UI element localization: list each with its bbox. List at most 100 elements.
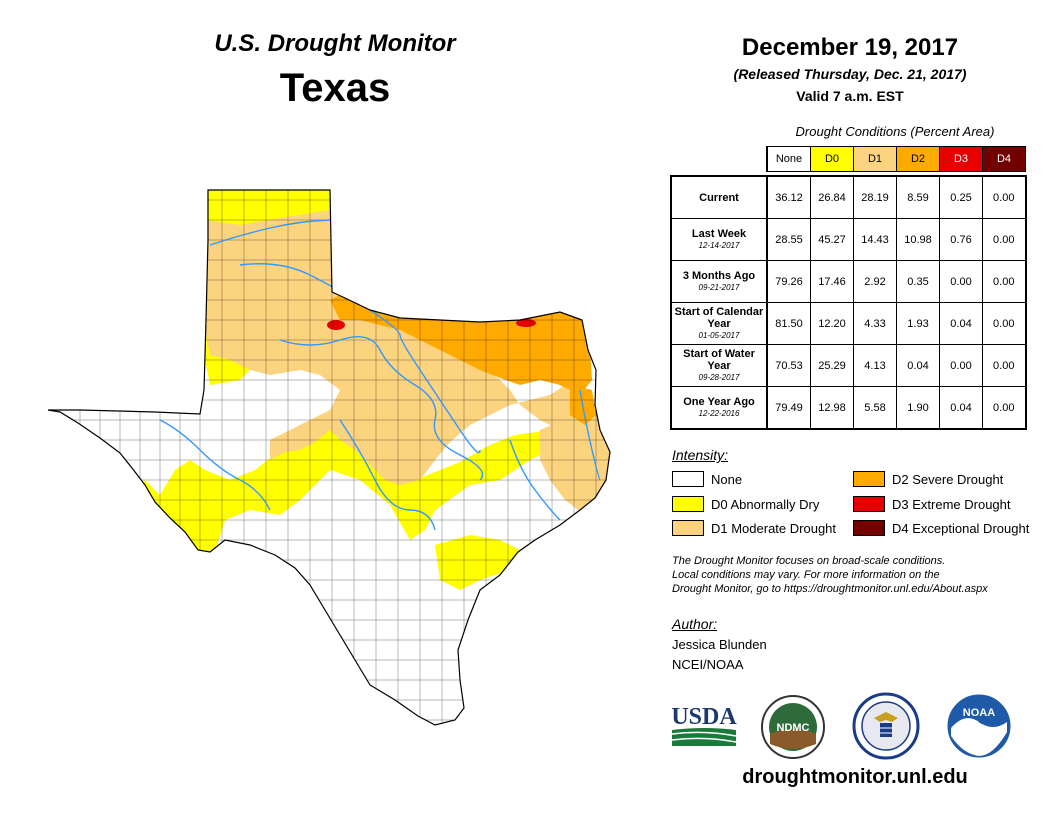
cell-d1: 2.92: [853, 260, 897, 303]
map-date: December 19, 2017: [741, 34, 959, 61]
col-d1: D1: [853, 146, 897, 172]
d0-swatch: [672, 496, 704, 512]
monitor-title: U.S. Drought Monitor: [214, 30, 456, 57]
d4-swatch: [853, 520, 885, 536]
table-row: One Year Ago 12-22-2016 79.49 12.98 5.58 …: [670, 386, 1027, 430]
cell-d3: 0.76: [939, 218, 983, 261]
intensity-label: Intensity:: [672, 447, 729, 463]
cell-d4: 0.00: [982, 175, 1027, 219]
author-org: NCEI/NOAA: [672, 657, 744, 672]
disclaimer-line: The Drought Monitor focuses on broad-sca…: [672, 555, 946, 567]
cell-d0: 12.20: [810, 302, 854, 345]
cell-d0: 25.29: [810, 344, 854, 387]
release-date: (Released Thursday, Dec. 21, 2017): [733, 66, 967, 82]
noaa-logo-text: NOAA: [963, 707, 995, 719]
cell-d0: 17.46: [810, 260, 854, 303]
legend-item-d0: D0 Abnormally Dry: [672, 496, 819, 512]
cell-d2: 1.93: [896, 302, 940, 345]
table-row: Current 36.12 26.84 28.19 8.59 0.25 0.00: [670, 175, 1027, 219]
d2-swatch: [853, 471, 885, 487]
col-d3: D3: [939, 146, 983, 172]
commerce-seal-logo: [852, 692, 920, 760]
cell-d4: 0.00: [982, 260, 1027, 303]
cell-d1: 4.33: [853, 302, 897, 345]
drought-conditions-table: None D0 D1 D2 D3 D4 Current 36.12 26.84 …: [670, 146, 1027, 430]
cell-d3: 0.04: [939, 386, 983, 430]
d0-region-coastal-bend: [435, 535, 520, 590]
texas-drought-map: [47, 189, 611, 726]
cell-d1: 5.58: [853, 386, 897, 430]
d3-spot-west: [327, 320, 345, 330]
legend-label: None: [711, 471, 743, 487]
table-caption: Drought Conditions (Percent Area): [795, 124, 995, 139]
legend-label: D3 Extreme Drought: [892, 496, 1011, 512]
legend-label: D0 Abnormally Dry: [711, 496, 820, 512]
col-d4: D4: [982, 146, 1026, 172]
row-label: Start of Water Year 09-28-2017: [670, 344, 768, 387]
row-label: Current: [670, 175, 768, 219]
cell-d2: 1.90: [896, 386, 940, 430]
cell-none: 70.53: [766, 344, 811, 387]
disclaimer-text: The Drought Monitor focuses on broad-sca…: [672, 554, 1052, 596]
cell-d4: 0.00: [982, 302, 1027, 345]
cell-d1: 4.13: [853, 344, 897, 387]
col-d2: D2: [896, 146, 940, 172]
cell-d2: 10.98: [896, 218, 940, 261]
cell-d3: 0.00: [939, 260, 983, 303]
table-row: Start of Calendar Year 01-05-2017 81.50 1…: [670, 302, 1027, 345]
d3-spot-northeast: [516, 319, 536, 327]
author-label: Author:: [672, 616, 718, 632]
cell-none: 28.55: [766, 218, 811, 261]
cell-d2: 0.04: [896, 344, 940, 387]
usda-logo: USDA: [671, 704, 737, 746]
col-none: None: [766, 146, 811, 172]
state-title: Texas: [279, 66, 391, 110]
rivers: [159, 219, 601, 531]
legend-item-d1: D1 Moderate Drought: [672, 520, 836, 536]
ndmc-logo-text: NDMC: [777, 722, 810, 734]
cell-d0: 12.98: [810, 386, 854, 430]
legend-label: D1 Moderate Drought: [711, 520, 837, 536]
noaa-bird-icon: [978, 721, 1002, 727]
cell-d4: 0.00: [982, 344, 1027, 387]
cell-d3: 0.00: [939, 344, 983, 387]
none-swatch: [672, 471, 704, 487]
d1-region-north-central: [205, 210, 610, 498]
valid-time: Valid 7 a.m. EST: [796, 88, 904, 104]
col-d0: D0: [810, 146, 854, 172]
legend-item-none: None: [672, 471, 742, 487]
table-row: 3 Months Ago 09-21-2017 79.26 17.46 2.92 …: [670, 260, 1027, 303]
cell-d1: 14.43: [853, 218, 897, 261]
d3-swatch: [853, 496, 885, 512]
cell-d0: 26.84: [810, 175, 854, 219]
table-row: Last Week 12-14-2017 28.55 45.27 14.43 10…: [670, 218, 1027, 261]
cell-none: 79.26: [766, 260, 811, 303]
row-label: One Year Ago 12-22-2016: [670, 386, 768, 430]
legend-label: D2 Severe Drought: [892, 471, 1004, 487]
site-url[interactable]: droughtmonitor.unl.edu: [742, 766, 968, 788]
cell-d4: 0.00: [982, 386, 1027, 430]
legend-item-d4: D4 Exceptional Drought: [853, 520, 1029, 536]
row-label: Last Week 12-14-2017: [670, 218, 768, 261]
row-label: 3 Months Ago 09-21-2017: [670, 260, 768, 303]
d1-swatch: [672, 520, 704, 536]
ndmc-logo: NDMC: [761, 695, 825, 759]
cell-d1: 28.19: [853, 175, 897, 219]
usda-hill-icon: [672, 728, 736, 746]
legend-item-d3: D3 Extreme Drought: [853, 496, 1011, 512]
cell-none: 36.12: [766, 175, 811, 219]
cell-d0: 45.27: [810, 218, 854, 261]
noaa-logo: NOAA: [946, 693, 1012, 759]
usda-logo-text: USDA: [671, 704, 737, 730]
disclaimer-line: Drought Monitor, go to https://droughtmo…: [672, 583, 988, 595]
cell-none: 81.50: [766, 302, 811, 345]
cell-none: 79.49: [766, 386, 811, 430]
table-header-row: None D0 D1 D2 D3 D4: [671, 146, 1026, 172]
legend-item-d2: D2 Severe Drought: [853, 471, 1003, 487]
cell-d2: 0.35: [896, 260, 940, 303]
disclaimer-line: Local conditions may vary. For more info…: [672, 569, 940, 581]
cell-d2: 8.59: [896, 175, 940, 219]
cell-d3: 0.25: [939, 175, 983, 219]
table-row: Start of Water Year 09-28-2017 70.53 25.2…: [670, 344, 1027, 387]
author-name: Jessica Blunden: [672, 637, 767, 652]
